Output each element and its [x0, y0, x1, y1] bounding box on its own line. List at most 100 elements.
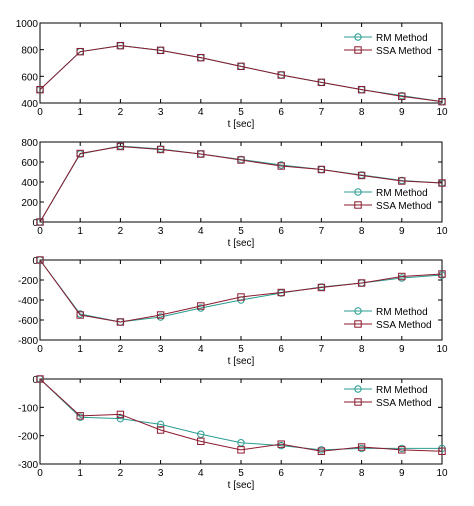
x-tick-label: 2: [118, 468, 124, 479]
y-tick-label: -200: [18, 276, 38, 287]
x-tick-label: 10: [436, 468, 448, 479]
x-axis-label: t [sec]: [228, 480, 255, 491]
ssa-point: [156, 46, 165, 55]
ssa-point: [197, 53, 205, 62]
legend-entry: RM Method: [376, 33, 428, 44]
legend-entry: RM Method: [376, 307, 428, 318]
x-tick-label: 4: [198, 107, 204, 118]
y-tick-label: -600: [18, 316, 38, 327]
x-tick-label: 10: [436, 226, 448, 237]
rm-point: [197, 430, 205, 438]
x-tick-label: 1: [77, 468, 83, 479]
x-tick-label: 0: [37, 468, 43, 479]
y-tick-label: 800: [21, 46, 38, 57]
rm-point: [156, 420, 165, 429]
ssa-point: [76, 412, 84, 420]
legend-marker-square: [354, 201, 362, 209]
legend: RM Method SSA Method: [344, 33, 432, 57]
x-tick-label: 8: [359, 468, 365, 479]
ssa-point: [197, 437, 205, 446]
x-tick-label: 7: [319, 226, 325, 237]
x-tick-label: 2: [118, 226, 124, 237]
ssa-point: [156, 145, 165, 154]
x-tick-label: 0: [37, 344, 43, 355]
x-tick-label: 6: [278, 226, 284, 237]
x-axis-label: t [sec]: [228, 356, 255, 367]
ssa-point: [116, 318, 125, 326]
x-tick-label: 5: [238, 344, 244, 355]
x-tick-label: 4: [198, 344, 204, 355]
subplot-1: 0 1 2 3 4 5 6 7 8 9 10 400 600 800 1000 t [sec] RM Metho…: [16, 19, 448, 130]
x-axis-label: t [sec]: [228, 238, 255, 249]
y-tick-label: 400: [21, 99, 38, 110]
subplot-3: 0 1 2 3 4 5 6 7 8 9 10 -800 -600 -400 -200 0 t [sec] RM M…: [18, 256, 448, 367]
legend: RM Method SSA Method: [344, 188, 432, 212]
ssa-point: [398, 92, 406, 101]
ssa-point: [116, 41, 125, 50]
rm-point: [237, 439, 245, 447]
legend-entry: RM Method: [376, 385, 428, 396]
ssa-point: [237, 62, 245, 71]
x-tick-label: 6: [278, 107, 284, 118]
x-tick-label: 8: [359, 344, 365, 355]
legend-entry: SSA Method: [376, 320, 432, 331]
ssa-point: [277, 440, 285, 448]
y-tick-label: 0: [32, 375, 38, 386]
legend-marker-square: [354, 320, 362, 328]
x-tick-label: 1: [77, 226, 83, 237]
x-tick-label: 2: [118, 107, 124, 118]
legend-marker-circle: [354, 33, 362, 41]
ssa-point: [36, 256, 44, 264]
ssa-point: [76, 47, 84, 56]
ssa-point: [438, 97, 446, 106]
x-tick-label: 9: [399, 344, 405, 355]
x-tick-label: 10: [436, 107, 448, 118]
ssa-point: [317, 283, 326, 292]
legend-entry: SSA Method: [376, 201, 432, 212]
subplot-2: 0 1 2 3 4 5 6 7 8 9 10 0 200 400 600 800 t [sec] RM Metho…: [21, 138, 448, 249]
ssa-point: [76, 149, 84, 158]
ssa-point: [277, 71, 285, 79]
y-tick-label: 400: [21, 178, 38, 189]
x-tick-label: 9: [399, 107, 405, 118]
ssa-point: [357, 171, 366, 180]
legend-marker-circle: [354, 307, 362, 315]
ssa-point: [277, 288, 285, 297]
x-tick-label: 9: [399, 226, 405, 237]
x-tick-label: 9: [399, 468, 405, 479]
x-tick-label: 7: [319, 344, 325, 355]
ssa-point: [237, 293, 245, 301]
ssa-point: [237, 446, 245, 454]
x-tick-label: 3: [158, 107, 164, 118]
x-axis-label: t [sec]: [228, 119, 255, 130]
y-tick-label: -800: [18, 336, 38, 347]
ssa-point: [357, 85, 366, 94]
x-tick-label: 7: [319, 468, 325, 479]
y-tick-label: 1000: [16, 19, 39, 30]
y-tick-label: -100: [18, 403, 38, 414]
ssa-point: [317, 447, 326, 455]
series-line-ssa: [39, 259, 443, 323]
ssa-point: [237, 156, 245, 164]
x-tick-label: 1: [77, 107, 83, 118]
ssa-point: [357, 279, 366, 287]
x-tick-label: 4: [198, 468, 204, 479]
ssa-point: [76, 311, 84, 319]
x-tick-label: 6: [278, 344, 284, 355]
y-tick-label: -200: [18, 432, 38, 443]
ssa-point: [197, 302, 205, 310]
legend-entry: SSA Method: [376, 398, 432, 409]
ssa-point: [36, 375, 44, 383]
x-tick-label: 7: [319, 107, 325, 118]
x-tick-label: 8: [359, 226, 365, 237]
x-tick-label: 4: [198, 226, 204, 237]
y-tick-label: -400: [18, 296, 38, 307]
series-line-ssa: [39, 378, 443, 452]
x-tick-label: 0: [37, 226, 43, 237]
legend-entry: RM Method: [376, 188, 428, 199]
ssa-point: [277, 162, 285, 170]
ssa-point: [156, 426, 165, 434]
y-tick-label: 800: [21, 138, 38, 149]
ssa-point: [156, 311, 165, 319]
